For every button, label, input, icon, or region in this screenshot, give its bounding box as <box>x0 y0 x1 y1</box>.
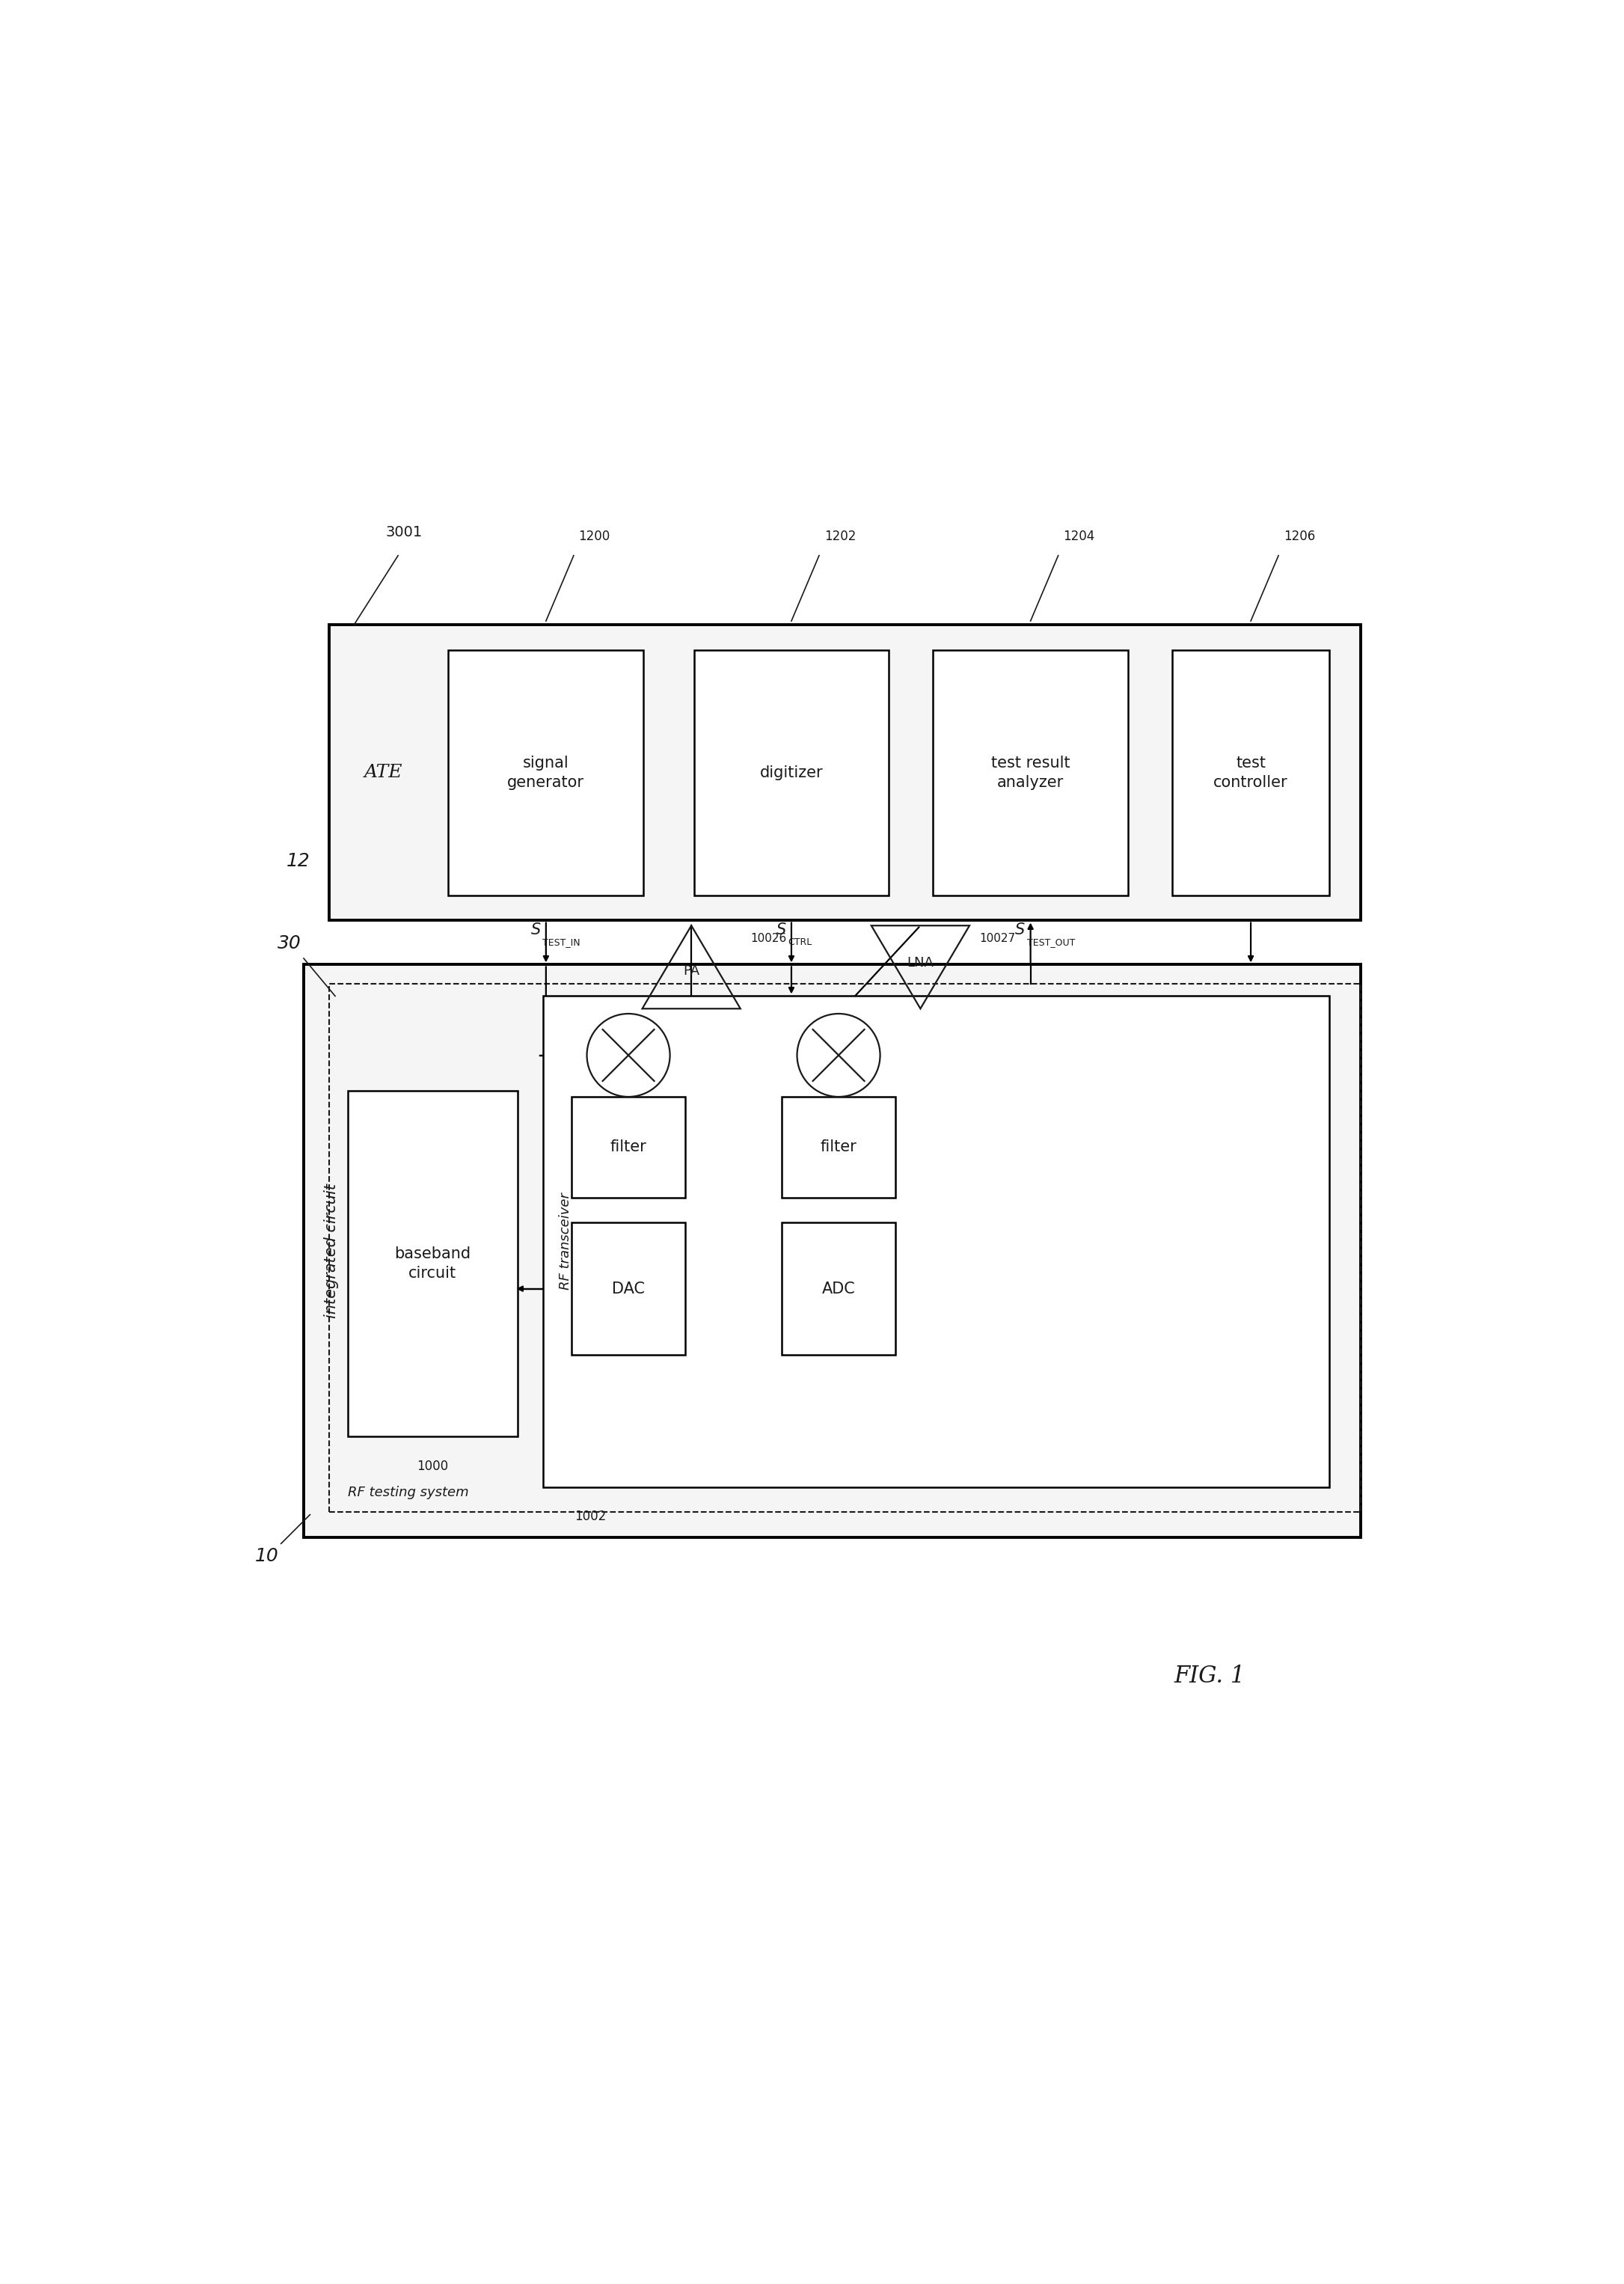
FancyBboxPatch shape <box>448 651 643 895</box>
Text: test result
analyzer: test result analyzer <box>991 756 1070 790</box>
FancyBboxPatch shape <box>330 626 1361 920</box>
Text: CTRL: CTRL <box>788 936 812 948</box>
Text: 10021: 10021 <box>820 1373 856 1384</box>
Text: $S$: $S$ <box>1015 923 1025 936</box>
Text: filter: filter <box>820 1140 857 1156</box>
Text: 10020: 10020 <box>611 1373 646 1384</box>
FancyBboxPatch shape <box>572 1222 685 1354</box>
Text: filter: filter <box>611 1140 646 1156</box>
Text: $S$: $S$ <box>529 923 541 936</box>
Text: PA: PA <box>684 964 700 978</box>
Text: ATE: ATE <box>364 765 403 781</box>
Text: DAC: DAC <box>612 1281 645 1297</box>
Text: ADC: ADC <box>822 1281 856 1297</box>
Text: signal
generator: signal generator <box>507 756 585 790</box>
Text: 30: 30 <box>278 934 300 952</box>
FancyBboxPatch shape <box>934 651 1129 895</box>
Text: integrated circuit: integrated circuit <box>323 1183 339 1318</box>
FancyBboxPatch shape <box>572 1096 685 1197</box>
Text: 10027: 10027 <box>979 934 1015 946</box>
Text: 1002: 1002 <box>575 1510 606 1523</box>
Text: RF testing system: RF testing system <box>348 1487 469 1501</box>
Text: 1200: 1200 <box>578 530 611 544</box>
FancyBboxPatch shape <box>304 964 1361 1537</box>
Text: 10024: 10024 <box>544 996 581 1007</box>
Text: 1000: 1000 <box>417 1459 448 1473</box>
Text: 1204: 1204 <box>1064 530 1095 544</box>
Text: TEST_IN: TEST_IN <box>542 936 580 948</box>
FancyBboxPatch shape <box>542 996 1330 1487</box>
Text: $S$: $S$ <box>775 923 786 936</box>
Text: 12: 12 <box>286 852 310 870</box>
Text: baseband
circuit: baseband circuit <box>395 1247 471 1281</box>
Text: 10023: 10023 <box>780 1078 815 1089</box>
FancyBboxPatch shape <box>348 1089 518 1437</box>
Text: 10: 10 <box>255 1546 279 1565</box>
Text: RF transceiver: RF transceiver <box>559 1192 572 1290</box>
Text: 10025: 10025 <box>755 996 791 1007</box>
Text: TEST_OUT: TEST_OUT <box>1026 936 1075 948</box>
Text: LNA: LNA <box>906 957 934 971</box>
FancyBboxPatch shape <box>783 1096 895 1197</box>
Text: 10022: 10022 <box>570 1078 606 1089</box>
Text: digitizer: digitizer <box>760 765 823 781</box>
FancyBboxPatch shape <box>1173 651 1330 895</box>
Text: 3001: 3001 <box>385 525 422 539</box>
Text: 1202: 1202 <box>823 530 856 544</box>
Text: FIG. 1: FIG. 1 <box>1174 1665 1246 1688</box>
Text: 1206: 1206 <box>1283 530 1315 544</box>
Text: 10026: 10026 <box>750 934 786 946</box>
FancyBboxPatch shape <box>693 651 888 895</box>
FancyBboxPatch shape <box>783 1222 895 1354</box>
Text: test
controller: test controller <box>1213 756 1288 790</box>
